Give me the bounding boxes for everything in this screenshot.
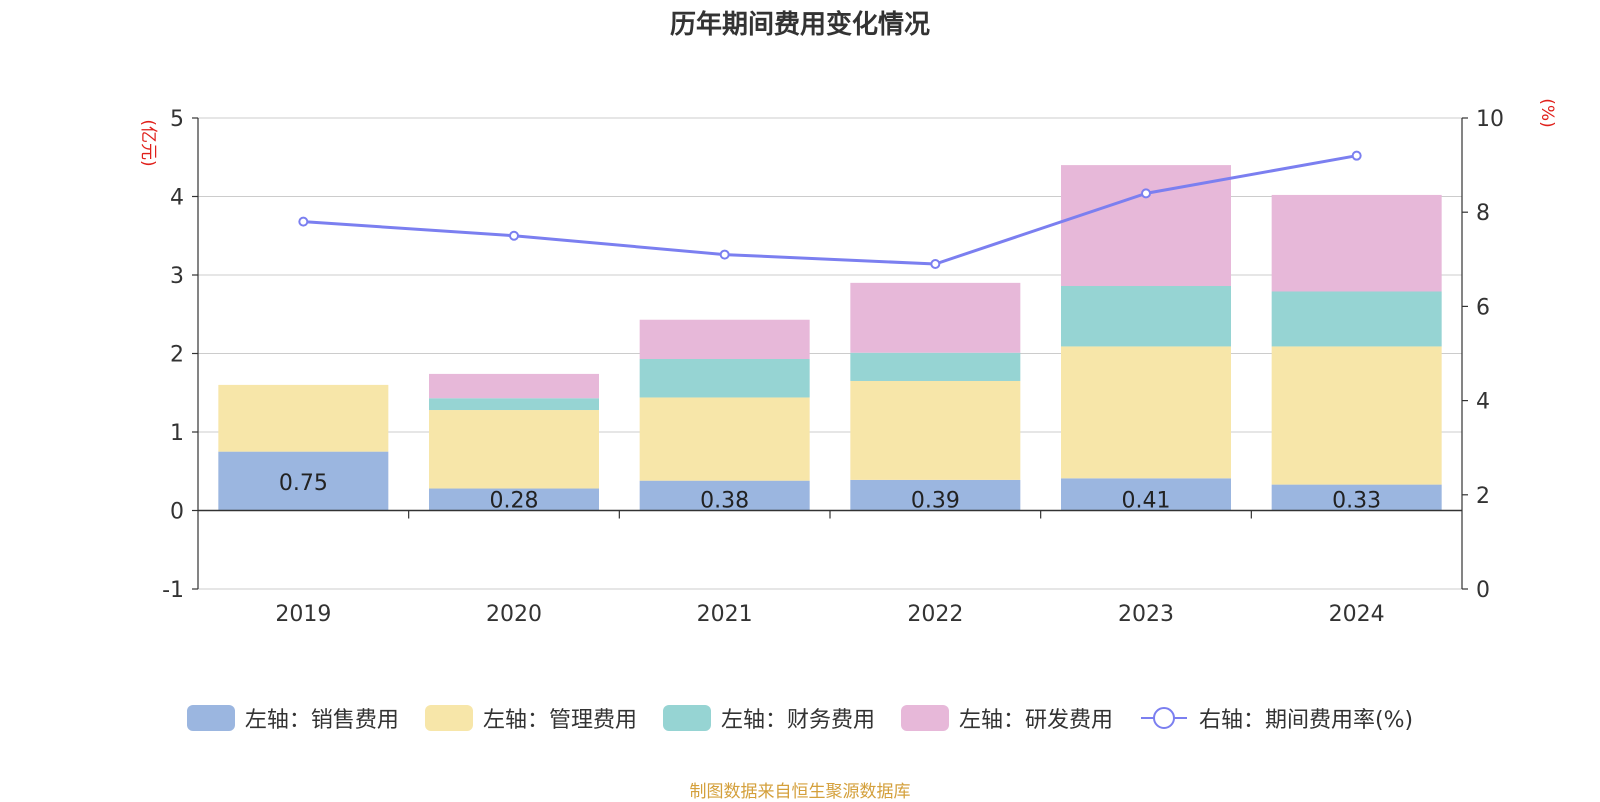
left-axis-unit: (亿元) <box>138 119 158 166</box>
data-label-sales-2023: 0.41 <box>1122 489 1171 514</box>
bar-segment-0-2024 <box>1271 484 1442 511</box>
x-tick-label: 2019 <box>275 602 331 627</box>
legend-label-sales: 左轴：销售费用 <box>244 708 399 733</box>
legend-item-sales-expense[interactable]: 左轴：销售费用 <box>186 702 399 734</box>
legend-swatch-finance <box>662 705 711 731</box>
left-tick-label: 2 <box>170 343 184 368</box>
left-tick-label: 1 <box>170 421 184 446</box>
chart-legend: 左轴：销售费用 左轴：管理费用 左轴：财务费用 左轴：研发费用 右轴：期间费用率… <box>0 702 1600 734</box>
bar-segment-0-2021 <box>639 480 810 511</box>
legend-label-finance: 左轴：财务费用 <box>720 708 875 733</box>
bar-segment-3-2023 <box>1061 165 1231 286</box>
chart-title: 历年期间费用变化情况 <box>669 10 930 40</box>
legend-item-rd-expense[interactable]: 左轴：研发费用 <box>900 702 1113 734</box>
x-tick-label: 2021 <box>697 602 753 627</box>
bar-segment-3-2024 <box>1271 194 1442 292</box>
data-label-sales-2020: 0.28 <box>490 489 539 514</box>
legend-label-rd: 左轴：研发费用 <box>958 708 1113 733</box>
right-tick-label: 6 <box>1476 295 1490 320</box>
bar-segment-1-2023 <box>1061 346 1231 479</box>
bar-segment-1-2020 <box>429 410 599 489</box>
data-label-sales-2019: 0.75 <box>279 471 328 496</box>
legend-swatch-sales <box>186 705 235 731</box>
bar-segment-3-2022 <box>850 282 1021 353</box>
bar-segment-2-2022 <box>850 352 1021 381</box>
bar-segment-1-2024 <box>1271 346 1442 485</box>
legend-swatch-rd <box>900 705 949 731</box>
ratio-point-2024 <box>1351 150 1362 161</box>
legend-label-admin: 左轴：管理费用 <box>482 708 637 733</box>
right-axis-unit: (%) <box>1537 98 1557 127</box>
ratio-point-2023 <box>1141 188 1151 199</box>
bar-segment-2-2020 <box>429 398 599 411</box>
bar-segment-0-2022 <box>850 479 1021 511</box>
bar-segment-2-2024 <box>1271 291 1442 347</box>
legend-item-finance-expense[interactable]: 左轴：财务费用 <box>662 702 875 734</box>
bar-segment-1-2021 <box>639 397 810 481</box>
legend-swatch-admin <box>424 705 473 731</box>
right-tick-label: 4 <box>1476 390 1490 415</box>
left-tick-label: 5 <box>170 107 184 132</box>
left-tick-label: 4 <box>170 186 184 211</box>
ratio-point-2020 <box>509 230 519 241</box>
bar-segment-1-2019 <box>218 384 389 452</box>
bar-segment-2-2023 <box>1061 285 1231 347</box>
bar-segment-0-2023 <box>1061 478 1231 511</box>
left-tick-label: -1 <box>162 578 184 603</box>
bar-segment-3-2021 <box>639 319 810 359</box>
x-tick-label: 2023 <box>1118 602 1174 627</box>
data-label-sales-2021: 0.38 <box>700 489 749 514</box>
x-tick-label: 2024 <box>1329 602 1385 627</box>
x-tick-label: 2020 <box>486 602 542 627</box>
right-tick-label: 2 <box>1476 484 1490 509</box>
right-tick-label: 0 <box>1476 578 1490 603</box>
left-tick-label: 0 <box>170 500 184 525</box>
data-label-sales-2022: 0.39 <box>911 489 960 514</box>
ratio-line <box>303 154 1357 266</box>
ratio-point-2021 <box>719 249 730 260</box>
legend-item-admin-expense[interactable]: 左轴：管理费用 <box>424 702 637 734</box>
right-tick-label: 8 <box>1476 201 1490 226</box>
legend-item-expense-ratio[interactable]: 右轴：期间费用率(%) <box>1139 702 1413 734</box>
ratio-point-2022 <box>930 259 941 270</box>
bar-segment-0-2020 <box>429 488 599 511</box>
bar-segment-1-2022 <box>850 380 1021 480</box>
legend-label-ratio: 右轴：期间费用率(%) <box>1198 708 1414 733</box>
x-tick-label: 2022 <box>907 602 963 627</box>
right-tick-label: 10 <box>1476 107 1504 132</box>
left-tick-label: 3 <box>170 264 184 289</box>
bar-segment-3-2020 <box>429 373 599 399</box>
data-label-sales-2024: 0.33 <box>1332 489 1381 514</box>
legend-line-marker-icon <box>1140 707 1187 729</box>
bar-segment-0-2019 <box>218 451 389 511</box>
ratio-point-2019 <box>298 216 309 227</box>
bar-segment-2-2021 <box>639 358 810 398</box>
source-note: 制图数据来自恒生聚源数据库 <box>689 782 911 802</box>
